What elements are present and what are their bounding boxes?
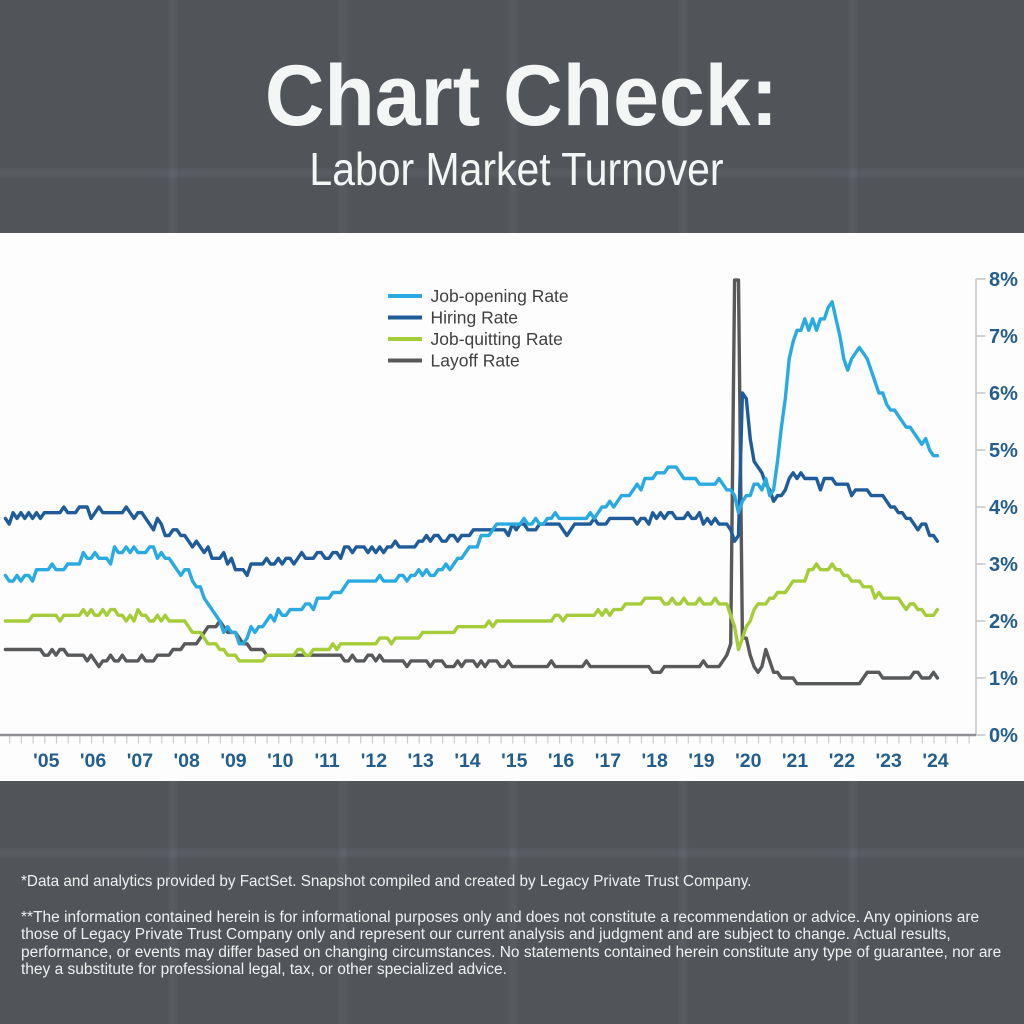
svg-text:Hiring Rate: Hiring Rate [431,308,519,328]
svg-text:'14: '14 [454,750,480,772]
svg-text:Layoff Rate: Layoff Rate [431,351,520,371]
svg-text:'24: '24 [922,750,948,772]
svg-text:1%: 1% [989,668,1018,690]
svg-text:'11: '11 [314,750,339,772]
svg-text:'22: '22 [829,750,855,772]
svg-text:'06: '06 [80,750,106,772]
svg-text:3%: 3% [989,554,1018,576]
svg-text:4%: 4% [989,497,1018,519]
svg-text:'07: '07 [127,750,153,772]
svg-text:8%: 8% [989,269,1018,291]
svg-text:5%: 5% [989,440,1018,462]
svg-text:'15: '15 [501,750,527,772]
svg-text:0%: 0% [989,725,1018,747]
svg-text:'10: '10 [267,750,293,772]
svg-text:'16: '16 [548,750,574,772]
svg-text:'19: '19 [688,750,714,772]
svg-text:'13: '13 [408,750,434,772]
svg-text:2%: 2% [989,611,1018,633]
svg-text:7%: 7% [989,326,1018,348]
svg-text:'17: '17 [595,750,621,772]
svg-text:Job-quitting Rate: Job-quitting Rate [431,329,563,349]
svg-text:'09: '09 [220,750,246,772]
svg-text:'23: '23 [876,750,902,772]
svg-text:'12: '12 [361,750,387,772]
svg-text:'05: '05 [33,750,59,772]
svg-text:6%: 6% [989,383,1018,405]
svg-text:'08: '08 [174,750,200,772]
svg-text:'18: '18 [642,750,668,772]
svg-text:'20: '20 [735,750,761,772]
svg-text:'21: '21 [782,750,808,772]
svg-text:Job-opening Rate: Job-opening Rate [431,286,569,306]
